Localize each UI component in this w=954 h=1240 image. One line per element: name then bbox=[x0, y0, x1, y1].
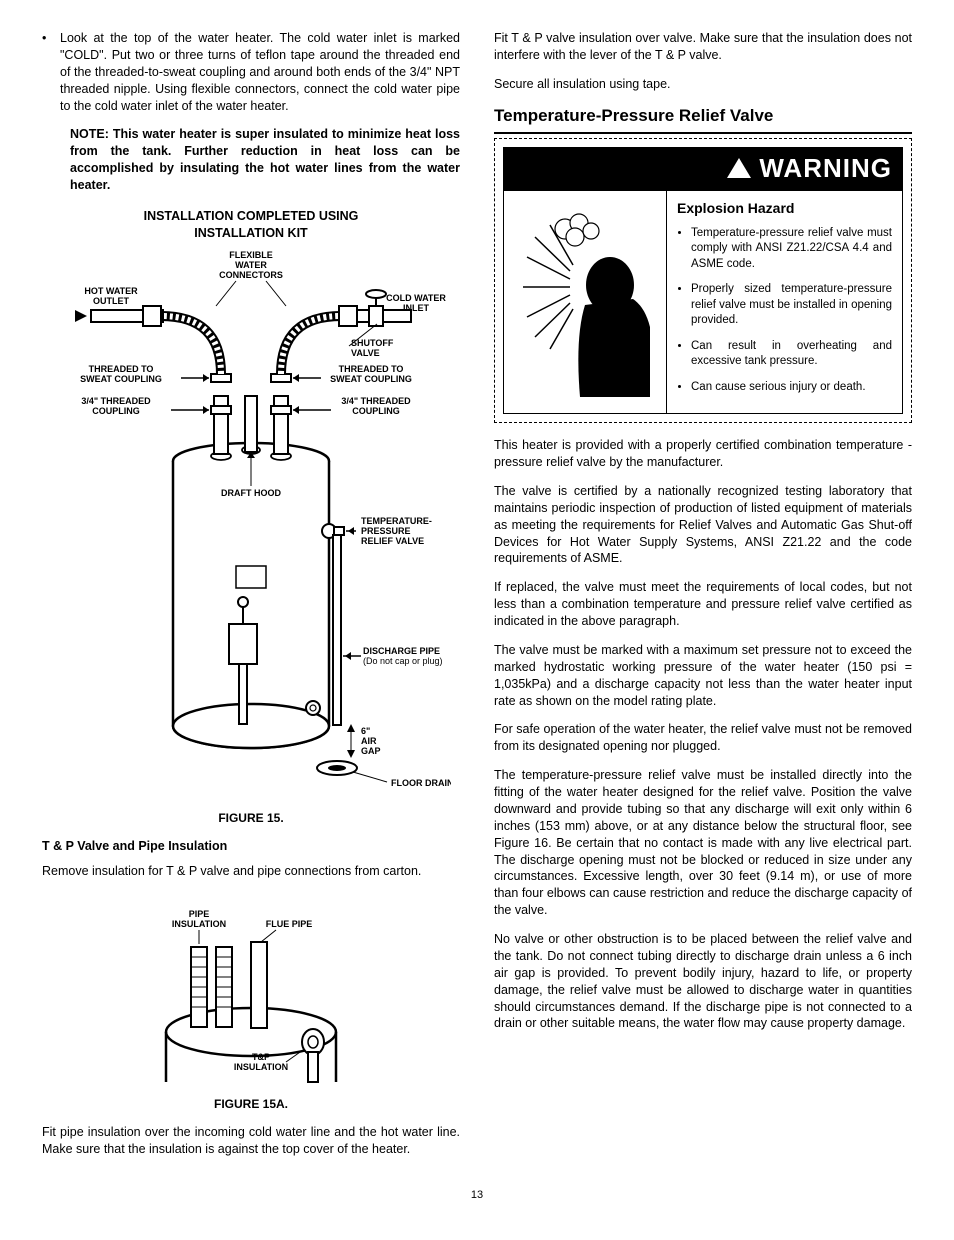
svg-text:GAP: GAP bbox=[361, 746, 381, 756]
tprv-p2: The valve is certified by a nationally r… bbox=[494, 483, 912, 567]
svg-text:VALVE: VALVE bbox=[351, 348, 380, 358]
svg-text:THREADED TO: THREADED TO bbox=[89, 364, 154, 374]
svg-text:SWEAT COUPLING: SWEAT COUPLING bbox=[330, 374, 412, 384]
warning-illustration bbox=[504, 191, 667, 414]
svg-text:INSULATION: INSULATION bbox=[234, 1062, 288, 1072]
svg-text:COUPLING: COUPLING bbox=[352, 406, 400, 416]
svg-text:CONNECTORS: CONNECTORS bbox=[219, 270, 283, 280]
svg-text:3/4" THREADED: 3/4" THREADED bbox=[81, 396, 151, 406]
svg-text:COUPLING: COUPLING bbox=[92, 406, 140, 416]
figure15a-diagram: PIPE INSULATION FLUE PIPE T&P INSULATION bbox=[121, 892, 381, 1092]
svg-text:T&P: T&P bbox=[252, 1052, 270, 1062]
fit-pipe-paragraph: Fit pipe insulation over the incoming co… bbox=[42, 1124, 460, 1158]
warning-banner: WARNING bbox=[504, 148, 902, 191]
warning-hazard-title: Explosion Hazard bbox=[677, 199, 892, 218]
warning-box: WARNING bbox=[494, 138, 912, 424]
svg-text:3/4" THREADED: 3/4" THREADED bbox=[341, 396, 411, 406]
svg-text:RELIEF VALVE: RELIEF VALVE bbox=[361, 536, 424, 546]
left-column: • Look at the top of the water heater. T… bbox=[42, 30, 460, 1170]
figure15-caption: FIGURE 15. bbox=[42, 810, 460, 826]
section-heading-tprv: Temperature-Pressure Relief Valve bbox=[494, 105, 912, 134]
svg-text:FLOOR DRAIN: FLOOR DRAIN bbox=[391, 778, 451, 788]
svg-text:SWEAT COUPLING: SWEAT COUPLING bbox=[80, 374, 162, 384]
fit-tp-paragraph: Fit T & P valve insulation over valve. M… bbox=[494, 30, 912, 64]
svg-text:PIPE: PIPE bbox=[189, 909, 210, 919]
svg-text:FLUE PIPE: FLUE PIPE bbox=[266, 919, 313, 929]
tprv-p6: The temperature-pressure relief valve mu… bbox=[494, 767, 912, 919]
figure15-diagram: FLEXIBLE WATER CONNECTORS HOT WATER OUTL… bbox=[51, 246, 451, 806]
svg-text:AIR: AIR bbox=[361, 736, 377, 746]
bullet-icon: • bbox=[42, 30, 60, 114]
svg-text:FLEXIBLE: FLEXIBLE bbox=[229, 250, 273, 260]
svg-text:PRESSURE: PRESSURE bbox=[361, 526, 411, 536]
figure15-title-line1: INSTALLATION COMPLETED USING bbox=[144, 209, 359, 223]
tprv-p3: If replaced, the valve must meet the req… bbox=[494, 579, 912, 630]
svg-text:DRAFT HOOD: DRAFT HOOD bbox=[221, 488, 281, 498]
warning-banner-text: WARNING bbox=[759, 151, 892, 186]
svg-text:THREADED TO: THREADED TO bbox=[339, 364, 404, 374]
right-column: Fit T & P valve insulation over valve. M… bbox=[494, 30, 912, 1170]
note-paragraph: NOTE: This water heater is super insulat… bbox=[70, 126, 460, 194]
figure15-title-line2: INSTALLATION KIT bbox=[194, 226, 307, 240]
secure-paragraph: Secure all insulation using tape. bbox=[494, 76, 912, 93]
svg-text:INSULATION: INSULATION bbox=[172, 919, 226, 929]
svg-text:6": 6" bbox=[361, 726, 370, 736]
svg-text:WATER: WATER bbox=[235, 260, 267, 270]
tprv-p4: The valve must be marked with a maximum … bbox=[494, 642, 912, 710]
svg-text:(Do not cap or plug): (Do not cap or plug) bbox=[363, 656, 443, 666]
bullet-item: • Look at the top of the water heater. T… bbox=[42, 30, 460, 114]
tp-valve-heading: T & P Valve and Pipe Insulation bbox=[42, 838, 460, 855]
warning-text: Explosion Hazard Temperature-pressure re… bbox=[667, 191, 902, 414]
warning-triangle-icon bbox=[727, 158, 751, 178]
figure15-title: INSTALLATION COMPLETED USING INSTALLATIO… bbox=[42, 208, 460, 242]
warning-item: Properly sized temperature-pressure reli… bbox=[691, 282, 892, 329]
svg-text:HOT WATER: HOT WATER bbox=[84, 286, 138, 296]
svg-text:TEMPERATURE-: TEMPERATURE- bbox=[361, 516, 432, 526]
tprv-p1: This heater is provided with a properly … bbox=[494, 437, 912, 471]
svg-text:DISCHARGE PIPE: DISCHARGE PIPE bbox=[363, 646, 440, 656]
svg-text:INLET: INLET bbox=[403, 303, 430, 313]
warning-item: Can cause serious injury or death. bbox=[691, 380, 892, 396]
tprv-p5: For safe operation of the water heater, … bbox=[494, 721, 912, 755]
svg-text:OUTLET: OUTLET bbox=[93, 296, 129, 306]
page-number: 13 bbox=[42, 1188, 912, 1203]
warning-item: Can result in overheating and excessive … bbox=[691, 339, 892, 370]
figure15a-caption: FIGURE 15A. bbox=[42, 1096, 460, 1112]
tprv-p7: No valve or other obstruction is to be p… bbox=[494, 931, 912, 1032]
tp-valve-paragraph: Remove insulation for T & P valve and pi… bbox=[42, 863, 460, 880]
bullet-text: Look at the top of the water heater. The… bbox=[60, 30, 460, 114]
warning-item: Temperature-pressure relief valve must c… bbox=[691, 226, 892, 273]
svg-text:COLD WATER: COLD WATER bbox=[386, 293, 446, 303]
